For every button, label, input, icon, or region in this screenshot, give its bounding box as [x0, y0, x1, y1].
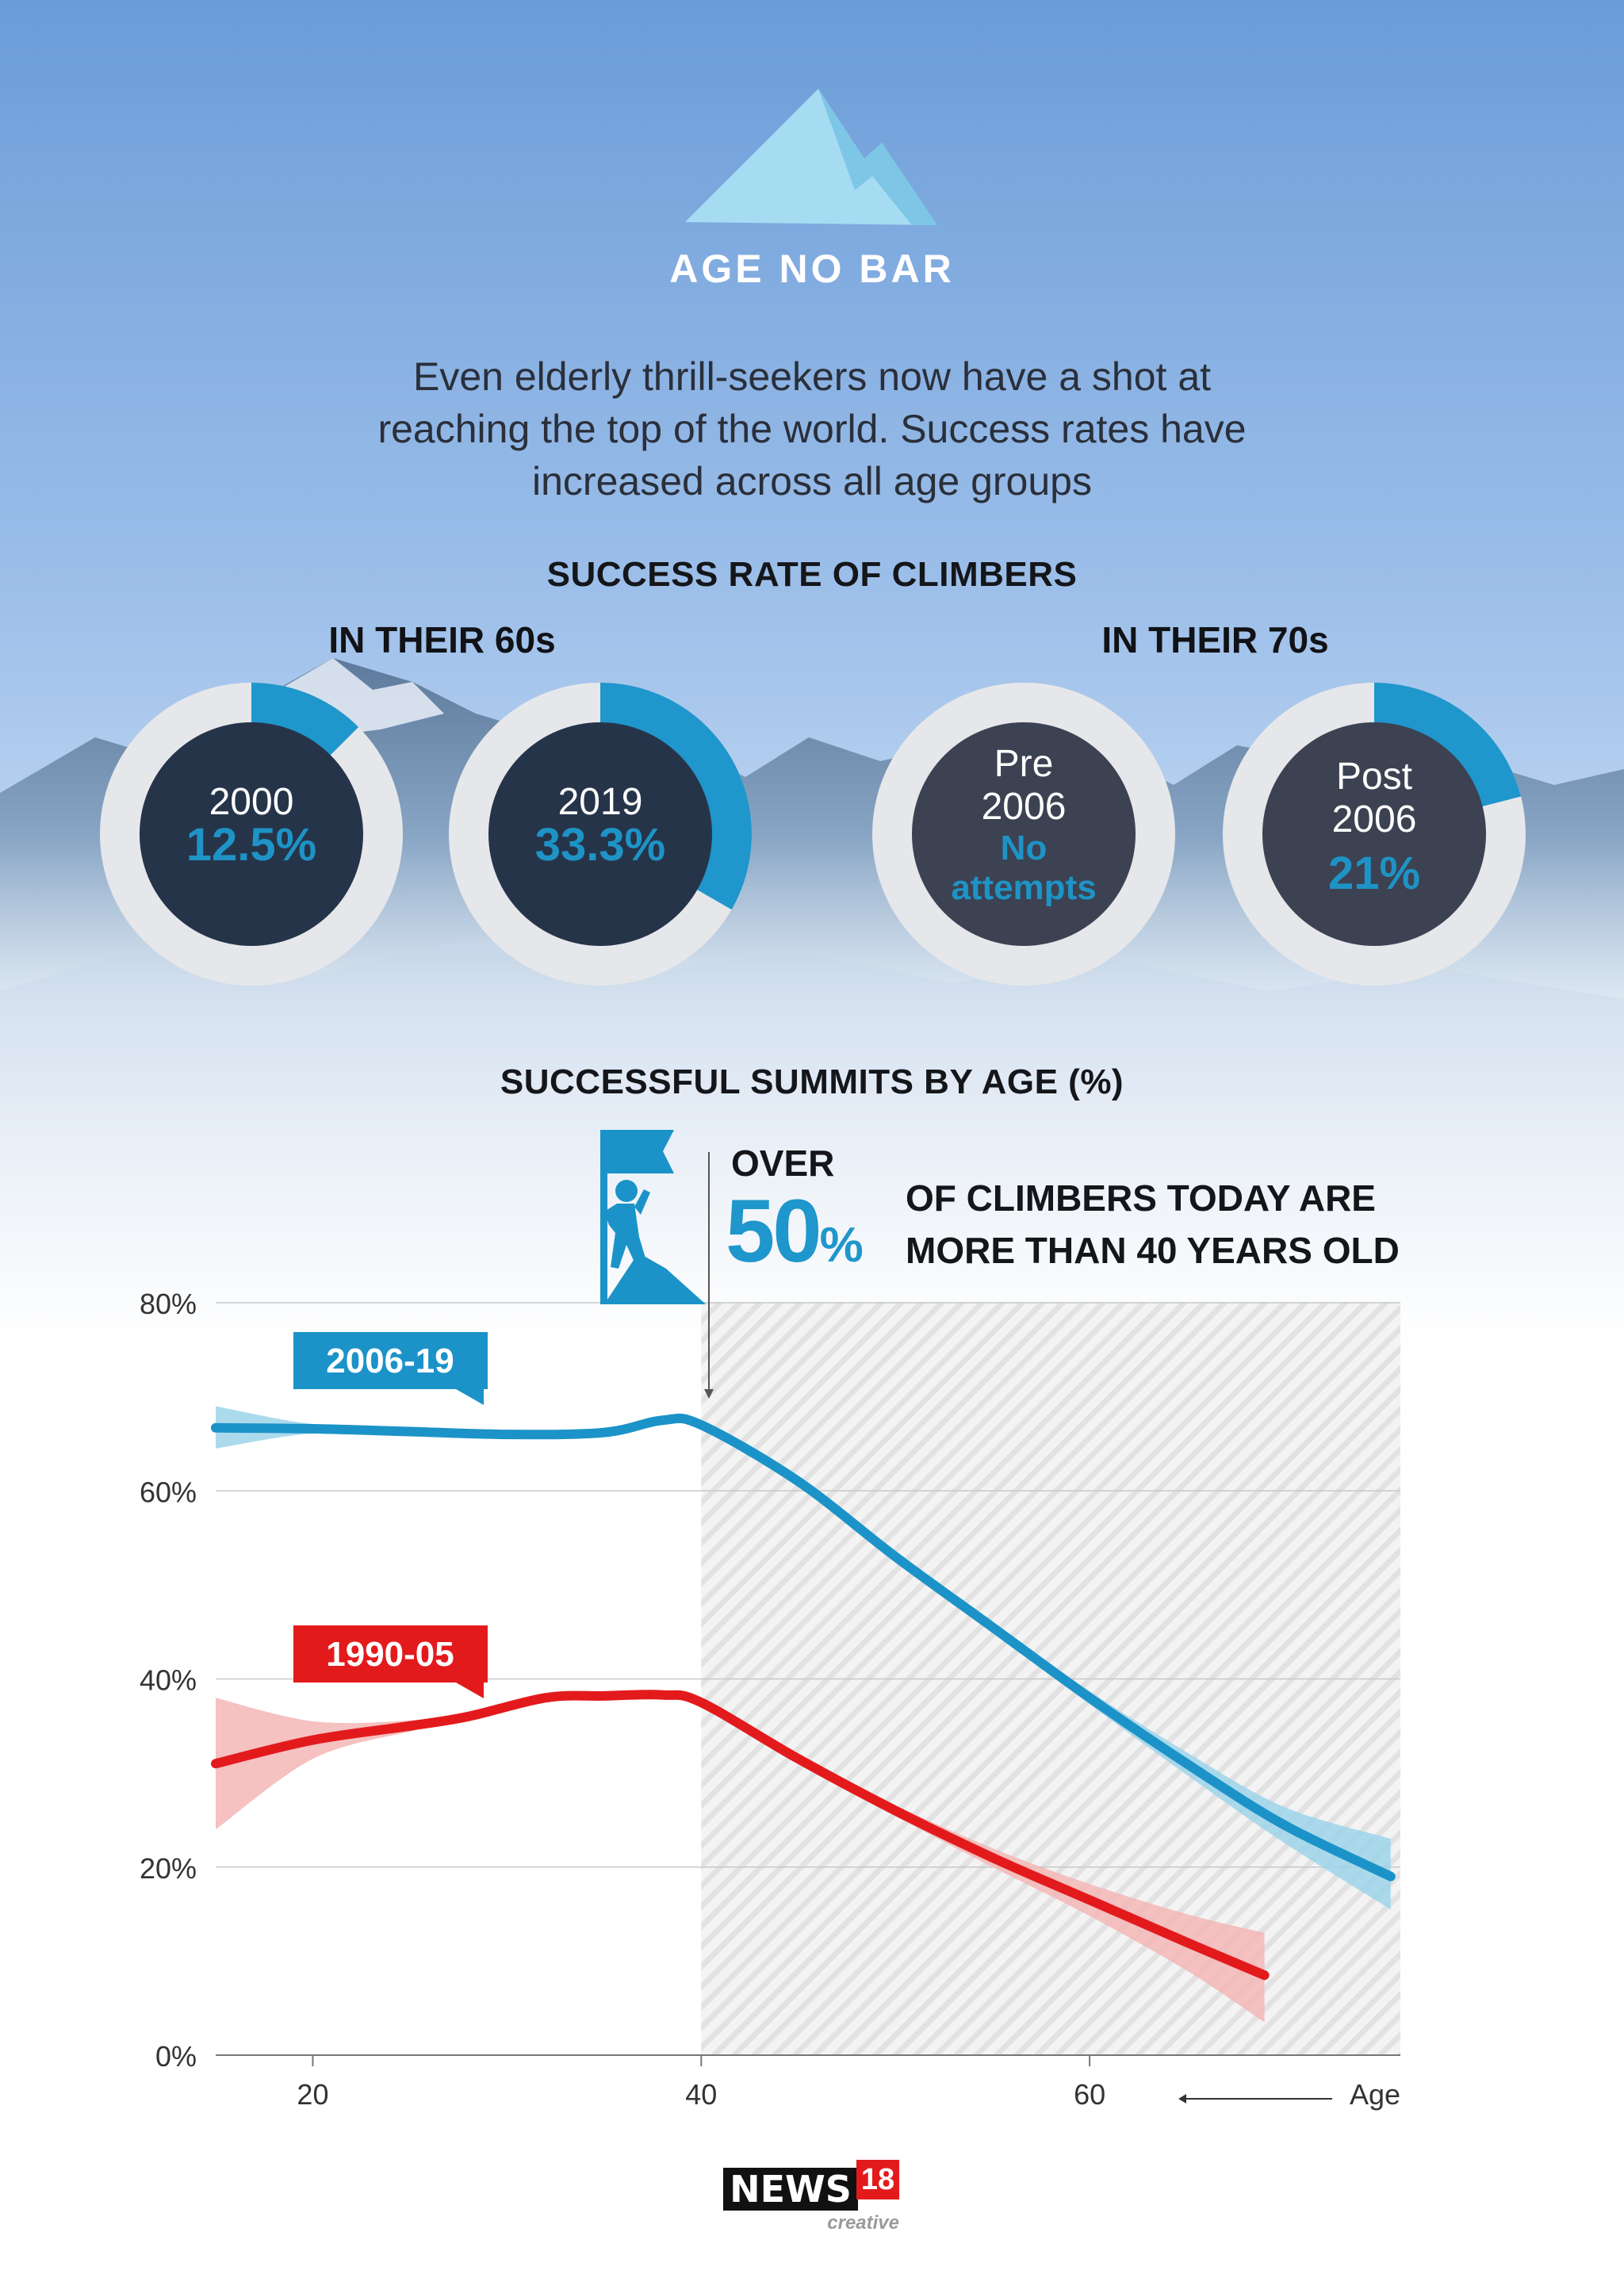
donut-70s-pre-2006: Pre 2006 No attempts [869, 680, 1178, 989]
climber-flag-icon [600, 1130, 706, 1304]
donut-year: 2000 [209, 781, 294, 823]
y-tick-label: 20% [140, 1852, 197, 1885]
x-tick-label: 20 [297, 2078, 328, 2111]
donut-value: 12.5% [186, 819, 317, 871]
donut-value: 21% [1327, 848, 1421, 899]
callout-over: OVER [731, 1143, 835, 1184]
summits-heading: SUCCESSFUL SUMMITS BY AGE (%) [500, 1062, 1124, 1101]
donut-graphic [1223, 683, 1526, 986]
callout-pointer-arrow [704, 1389, 714, 1399]
donut-60s-2000: 2000 12.5% [97, 680, 406, 989]
donut-value: 33.3% [534, 819, 666, 871]
callout-big-stat: 50% [726, 1180, 864, 1282]
callout-line: OF CLIMBERS TODAY ARE [906, 1177, 1376, 1219]
logo-word: NEWS [723, 2168, 858, 2211]
series-label: 1990-05 [326, 1635, 454, 1674]
callout-number: 50 [726, 1181, 822, 1281]
series-line [211, 1690, 1270, 1981]
group-label-70s: IN THEIR 70s [1101, 619, 1329, 660]
donut-label-line: 2006 [981, 786, 1067, 828]
success-rate-heading: SUCCESS RATE OF CLIMBERS [546, 555, 1078, 594]
news18-logo: NEWS 18 creative [723, 2160, 899, 2234]
mountain-icon [685, 89, 937, 225]
donut-graphic [449, 683, 752, 986]
subtitle-line: reaching the top of the world. Success r… [377, 407, 1247, 451]
y-tick-label: 0% [155, 2040, 197, 2073]
donut-70s-post-2006: Post 2006 21% [1220, 680, 1529, 989]
donut-graphic [100, 683, 403, 986]
x-tick-label: 60 [1074, 2078, 1105, 2111]
series-label-pointer [456, 1389, 484, 1405]
group-label-60s: IN THEIR 60s [328, 619, 556, 660]
donut-year: 2019 [557, 781, 643, 823]
series-label: 2006-19 [326, 1342, 454, 1380]
donut-value-line: No [1000, 829, 1048, 867]
y-tick-label: 60% [140, 1476, 197, 1508]
donut-label-line: Post [1335, 756, 1413, 798]
series-line [211, 1413, 1396, 1882]
series-label-box [293, 1625, 488, 1683]
x-tick-label: 40 [685, 2078, 717, 2111]
logo-sub: creative [827, 2212, 899, 2234]
subtitle-line: increased across all age groups [532, 459, 1092, 503]
x-axis-label: Age [1350, 2078, 1400, 2111]
series-band [216, 1691, 1265, 2023]
donut-label-line: Pre [994, 743, 1054, 785]
donut-value-line: attempts [951, 868, 1097, 907]
series-label-pointer [456, 1683, 484, 1698]
page-subtitle: Even elderly thrill-seekers now have a s… [297, 350, 1327, 507]
callout-line: MORE THAN 40 YEARS OLD [906, 1230, 1400, 1271]
series-label-box [293, 1332, 488, 1389]
logo-number: 18 [856, 2160, 899, 2199]
page-title: AGE NO BAR [669, 247, 955, 291]
callout-unit: % [819, 1218, 864, 1273]
donut-60s-2019: 2019 33.3% [446, 680, 755, 989]
y-tick-label: 80% [140, 1288, 197, 1320]
subtitle-line: Even elderly thrill-seekers now have a s… [412, 354, 1212, 399]
age-arrow-head [1178, 2094, 1186, 2104]
y-tick-label: 40% [140, 1664, 197, 1697]
donut-label-line: 2006 [1331, 798, 1417, 840]
donut-graphic [872, 683, 1175, 986]
